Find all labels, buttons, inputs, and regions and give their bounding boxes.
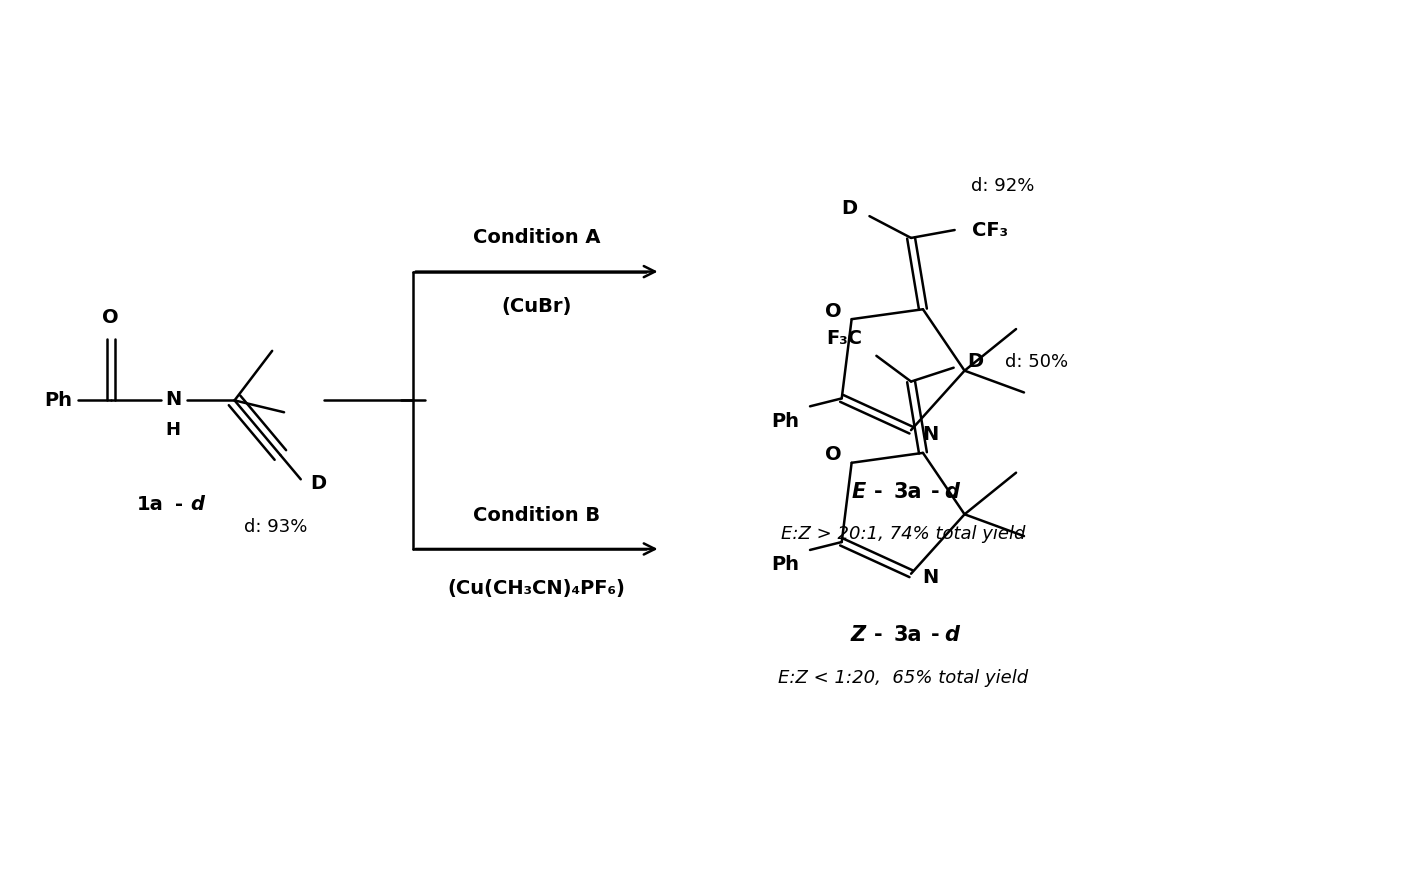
Text: (Cu(CH₃CN)₄PF₆): (Cu(CH₃CN)₄PF₆): [448, 579, 625, 598]
Text: -: -: [873, 625, 881, 645]
Text: -: -: [931, 481, 939, 502]
Text: D: D: [842, 199, 857, 217]
Text: -: -: [873, 481, 881, 502]
Text: CF₃: CF₃: [972, 221, 1009, 239]
Text: O: O: [102, 308, 119, 326]
Text: Z: Z: [850, 625, 866, 645]
Text: -: -: [931, 625, 939, 645]
Text: d: 50%: d: 50%: [1005, 353, 1068, 370]
Text: 1a: 1a: [137, 495, 164, 514]
Text: d: d: [945, 481, 959, 502]
Text: N: N: [922, 424, 939, 444]
Text: d: d: [190, 495, 204, 514]
Text: 3a: 3a: [893, 481, 921, 502]
Text: 3a: 3a: [893, 625, 921, 645]
Text: d: d: [945, 625, 959, 645]
Text: N: N: [922, 568, 939, 587]
Text: d: 93%: d: 93%: [245, 518, 307, 536]
Text: E:Z > 20:1, 74% total yield: E:Z > 20:1, 74% total yield: [781, 525, 1026, 543]
Text: -: -: [176, 495, 183, 514]
Text: Condition B: Condition B: [473, 506, 601, 524]
Text: Condition A: Condition A: [473, 229, 601, 247]
Text: H: H: [166, 422, 180, 439]
Text: D: D: [310, 473, 327, 493]
Text: Ph: Ph: [771, 555, 799, 575]
Text: (CuBr): (CuBr): [502, 297, 572, 316]
Text: F₃C: F₃C: [826, 329, 863, 348]
Text: N: N: [164, 390, 181, 409]
Text: d: 92%: d: 92%: [972, 178, 1034, 195]
Text: D: D: [968, 352, 983, 371]
Text: O: O: [826, 445, 842, 465]
Text: E: E: [852, 481, 866, 502]
Text: Ph: Ph: [771, 412, 799, 430]
Text: O: O: [826, 302, 842, 320]
Text: E:Z < 1:20,  65% total yield: E:Z < 1:20, 65% total yield: [778, 669, 1029, 686]
Text: Ph: Ph: [44, 391, 72, 410]
